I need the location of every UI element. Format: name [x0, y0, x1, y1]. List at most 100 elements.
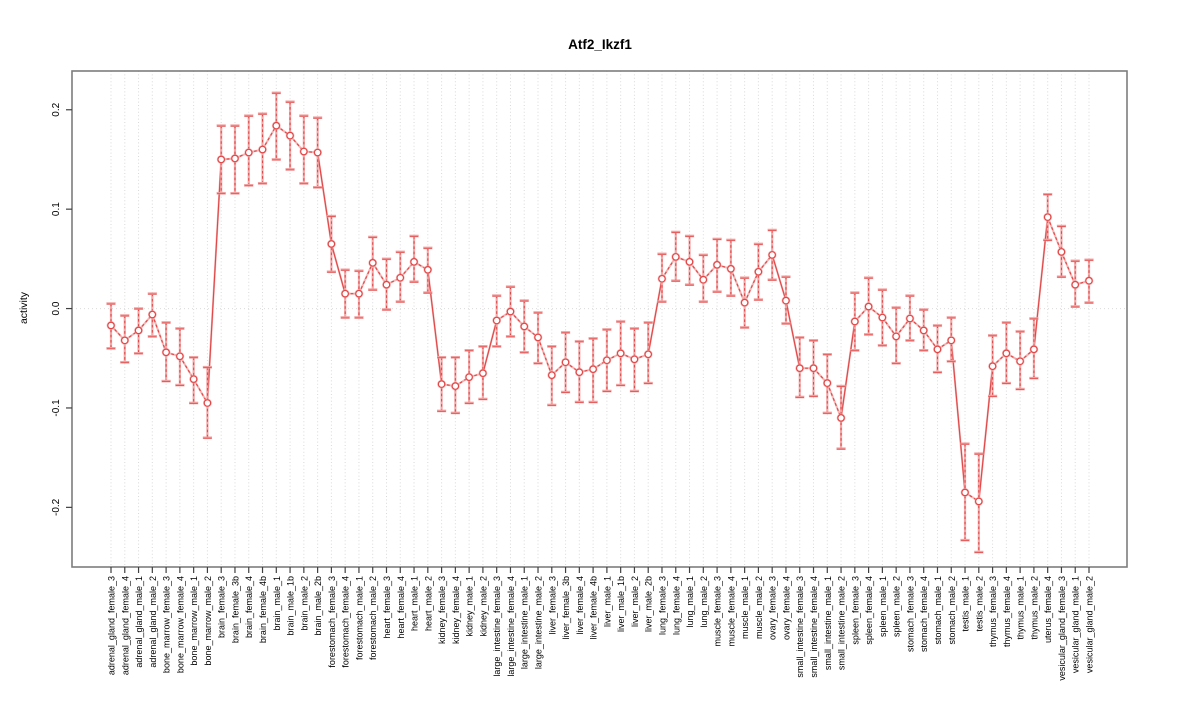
x-axis-category-label: kidney_female_4	[451, 576, 461, 644]
data-point-marker	[107, 321, 115, 330]
data-point-marker	[382, 280, 391, 289]
data-point-marker	[547, 371, 556, 379]
x-axis-category-label: heart_female_3	[382, 576, 392, 639]
series-connector	[647, 278, 663, 355]
data-point-marker	[933, 345, 942, 354]
x-axis-category-label: small_intestine_female_3	[795, 576, 805, 678]
data-point-marker	[740, 298, 749, 307]
data-point-marker	[864, 302, 873, 311]
series-connector	[840, 321, 856, 418]
x-axis-category-label: ovary_female_4	[781, 576, 791, 640]
series-connector	[330, 243, 346, 294]
data-point-marker	[189, 375, 198, 383]
x-axis-category-label: large_intestine_female_4	[506, 576, 516, 677]
data-point-marker	[878, 313, 887, 322]
data-point-marker	[437, 380, 446, 388]
x-axis-category-label: forestomach_female_4	[341, 576, 351, 668]
data-point-marker	[162, 348, 170, 357]
data-point-marker	[396, 273, 405, 282]
series-connector	[1060, 251, 1076, 285]
data-point-marker	[795, 364, 804, 373]
x-axis-category-label: testis_male_2	[974, 576, 984, 632]
data-point-marker	[492, 316, 501, 325]
x-axis-category-label: stomach_female_4	[919, 576, 929, 652]
x-axis-category-label: muscle_male_2	[754, 576, 764, 639]
x-axis-category-label: heart_male_2	[423, 576, 433, 631]
y-axis-tick-label: 0.0	[51, 301, 62, 315]
series-connector	[923, 330, 938, 350]
data-point-marker	[961, 488, 969, 497]
data-point-marker	[1002, 349, 1011, 358]
x-axis-category-label: ovary_female_3	[768, 576, 778, 640]
data-point-marker	[809, 364, 818, 373]
data-point-marker	[520, 322, 529, 331]
data-point-marker	[754, 267, 763, 276]
x-axis-category-label: spleen_female_4	[864, 576, 874, 645]
data-point-marker	[713, 261, 721, 269]
x-axis-category-label: lung_female_4	[671, 576, 681, 635]
data-series	[106, 91, 1094, 554]
x-axis-category-label: spleen_male_2	[892, 576, 902, 637]
data-point-marker	[410, 258, 418, 266]
data-point-marker	[506, 307, 515, 316]
data-point-marker	[341, 289, 349, 298]
data-point-marker	[286, 131, 294, 140]
data-point-marker	[988, 362, 997, 371]
data-point-marker	[892, 332, 900, 341]
x-axis-category-label: lung_male_1	[685, 576, 695, 628]
data-point-marker	[685, 258, 694, 266]
data-point-marker	[575, 368, 584, 376]
data-point-marker	[603, 356, 611, 365]
data-point-marker	[479, 369, 487, 377]
x-axis-category-label: brain_female_4	[244, 576, 254, 638]
series-connector	[482, 320, 498, 374]
y-axis-tick-label: -0.2	[51, 498, 62, 516]
x-axis-category-label: brain_female_3	[217, 576, 227, 638]
series-connector	[372, 262, 387, 286]
data-point-marker	[823, 379, 832, 387]
data-point-marker	[258, 145, 267, 154]
x-axis-category-label: liver_female_4	[575, 576, 585, 635]
data-point-marker	[217, 155, 225, 164]
data-point-marker	[947, 336, 956, 345]
data-point-marker	[272, 121, 281, 130]
x-axis-category-label: kidney_male_2	[478, 576, 488, 637]
x-axis-category-label: thymus_male_2	[1029, 576, 1039, 640]
x-axis-category-label: stomach_female_3	[905, 576, 915, 652]
data-point-marker	[1016, 357, 1024, 366]
data-point-marker	[616, 349, 625, 358]
x-axis-category-label: heart_female_4	[396, 576, 406, 639]
data-point-marker	[906, 314, 914, 323]
x-axis-category-label: lung_female_3	[657, 576, 667, 635]
data-point-marker	[327, 240, 336, 248]
x-axis-category-label: liver_female_3b	[561, 576, 571, 640]
data-point-marker	[1043, 213, 1052, 221]
data-point-marker	[465, 373, 473, 381]
series-connector	[826, 382, 842, 419]
data-point-marker	[1071, 280, 1080, 289]
x-axis-category-label: brain_male_1b	[286, 576, 296, 636]
data-point-marker	[671, 253, 680, 261]
series-connector	[427, 269, 443, 385]
series-connector	[358, 262, 374, 294]
data-point-marker	[561, 358, 570, 367]
data-point-marker	[1030, 345, 1038, 354]
series-connector	[179, 355, 195, 380]
x-axis-category-label: liver_female_4b	[589, 576, 599, 640]
series-connector	[771, 254, 787, 301]
data-point-marker	[1085, 276, 1093, 285]
x-axis-category-label: vesicular_gland_male_2	[1085, 576, 1095, 673]
x-axis-category-label: heart_male_1	[410, 576, 420, 631]
data-point-marker	[424, 265, 432, 274]
data-point-marker	[658, 274, 666, 283]
x-axis-category-label: brain_female_4b	[258, 576, 268, 643]
data-point-marker	[244, 148, 253, 157]
x-axis-category-label: stomach_male_1	[933, 576, 943, 645]
data-point-marker	[355, 289, 363, 298]
series-connector	[317, 152, 332, 245]
x-axis-category-label: adrenal_gland_male_2	[148, 576, 158, 668]
x-axis-category-label: forestomach_male_2	[368, 576, 378, 660]
x-axis-category-label: liver_male_2	[630, 576, 640, 627]
